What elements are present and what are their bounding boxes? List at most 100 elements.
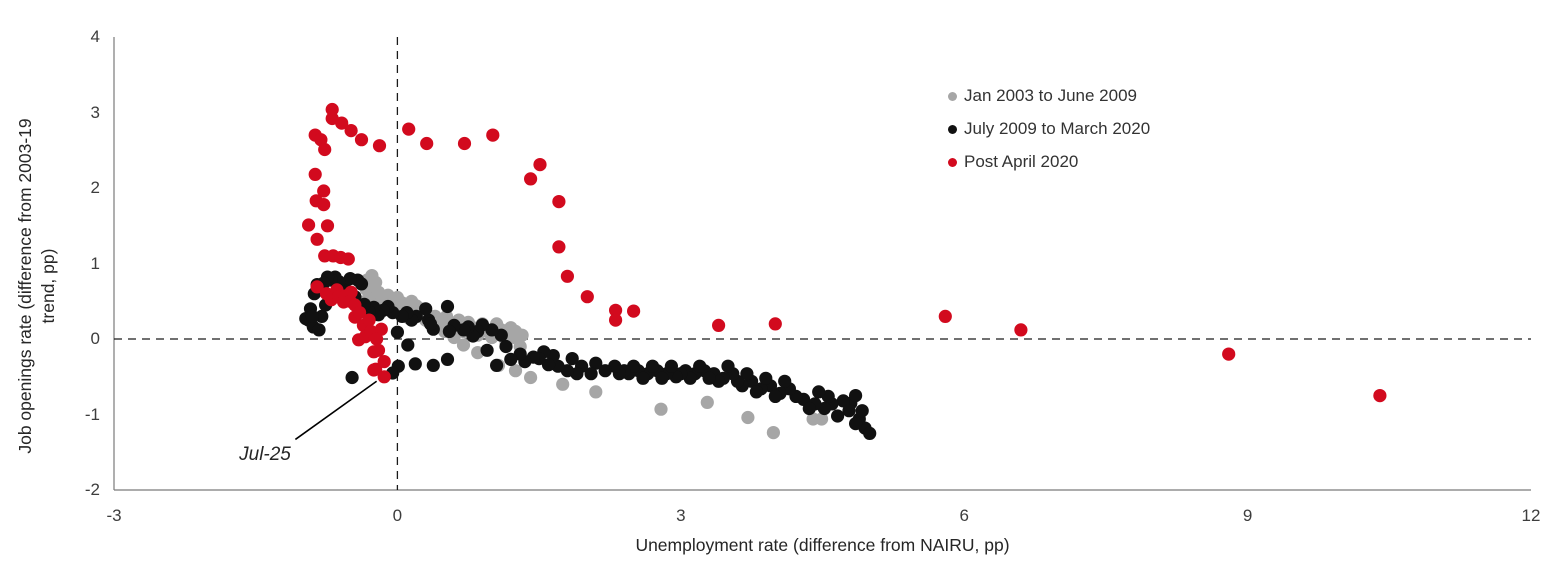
legend-item-black: July 2009 to March 2020 bbox=[948, 119, 1150, 139]
data-point-series-0 bbox=[456, 338, 471, 352]
data-point-series-1 bbox=[636, 371, 650, 385]
data-point-series-1 bbox=[504, 352, 518, 366]
data-point-series-2 bbox=[609, 303, 623, 317]
data-point-series-2 bbox=[402, 122, 416, 136]
data-point-series-1 bbox=[759, 371, 773, 385]
data-point-series-2 bbox=[310, 280, 324, 294]
legend-label-black: July 2009 to March 2020 bbox=[964, 119, 1151, 138]
data-point-series-2 bbox=[533, 158, 547, 172]
data-point-series-1 bbox=[768, 389, 782, 403]
data-point-series-1 bbox=[831, 409, 845, 423]
data-point-series-1 bbox=[836, 394, 850, 408]
x-tick-label: 9 bbox=[1242, 506, 1253, 525]
legend-dot-black-icon bbox=[948, 124, 957, 134]
data-point-series-1 bbox=[345, 370, 359, 385]
annotation-pointer-line bbox=[294, 380, 378, 441]
data-point-series-1 bbox=[778, 374, 792, 388]
data-point-series-1 bbox=[305, 309, 319, 323]
data-point-series-1 bbox=[802, 401, 816, 416]
data-point-series-2 bbox=[341, 252, 355, 266]
data-point-series-2 bbox=[367, 363, 381, 377]
data-point-series-2 bbox=[552, 240, 566, 254]
data-point-series-2 bbox=[1222, 347, 1236, 361]
data-point-series-1 bbox=[584, 367, 598, 381]
y-tick-label: 2 bbox=[90, 178, 100, 197]
x-tick-label: 12 bbox=[1521, 506, 1541, 525]
y-tick-label: 1 bbox=[90, 253, 100, 273]
data-point-series-2 bbox=[317, 184, 331, 198]
x-tick-label: 3 bbox=[676, 506, 686, 525]
data-point-series-2 bbox=[938, 309, 952, 323]
data-point-series-0 bbox=[815, 412, 829, 426]
data-point-series-1 bbox=[664, 359, 679, 373]
data-point-series-1 bbox=[855, 404, 869, 418]
data-point-series-1 bbox=[315, 309, 329, 323]
data-point-series-1 bbox=[408, 357, 422, 371]
data-point-series-2 bbox=[317, 198, 331, 212]
data-point-series-2 bbox=[325, 102, 339, 117]
y-tick-label: 3 bbox=[90, 102, 100, 122]
data-point-series-1 bbox=[312, 323, 326, 337]
legend-label-gray: Jan 2003 to June 2009 bbox=[964, 86, 1137, 105]
data-point-series-0 bbox=[589, 385, 603, 399]
data-point-series-1 bbox=[589, 356, 603, 370]
data-point-series-2 bbox=[486, 128, 500, 142]
data-point-series-2 bbox=[552, 195, 566, 209]
y-tick-label: -2 bbox=[84, 480, 100, 499]
x-tick-label: 0 bbox=[392, 506, 403, 525]
data-point-series-1 bbox=[655, 371, 669, 385]
legend-dot-red-icon bbox=[948, 157, 957, 167]
legend-item-gray: Jan 2003 to June 2009 bbox=[948, 86, 1150, 106]
data-point-series-2 bbox=[627, 304, 641, 318]
y-axis-label-line1: Job openings rate (difference from 2003-… bbox=[15, 118, 35, 454]
data-point-series-2 bbox=[377, 370, 391, 384]
data-point-series-2 bbox=[308, 167, 322, 181]
y-tick-label: -1 bbox=[84, 404, 100, 424]
data-point-series-0 bbox=[556, 377, 570, 391]
data-point-series-1 bbox=[565, 352, 579, 366]
data-point-series-0 bbox=[741, 410, 755, 425]
data-point-series-1 bbox=[541, 358, 556, 372]
data-point-series-1 bbox=[419, 302, 433, 316]
data-point-series-2 bbox=[370, 332, 384, 346]
data-point-series-2 bbox=[354, 133, 369, 147]
data-point-series-1 bbox=[598, 364, 612, 378]
data-point-series-0 bbox=[700, 395, 714, 409]
data-point-series-2 bbox=[580, 290, 594, 304]
data-point-series-0 bbox=[766, 426, 781, 440]
data-point-series-1 bbox=[480, 343, 494, 357]
data-point-series-2 bbox=[320, 219, 335, 233]
data-point-series-2 bbox=[377, 355, 391, 369]
data-point-series-0 bbox=[654, 402, 668, 416]
data-point-series-2 bbox=[1014, 323, 1028, 337]
data-point-series-1 bbox=[749, 385, 764, 399]
data-point-series-2 bbox=[560, 269, 575, 283]
data-point-series-1 bbox=[442, 324, 456, 338]
y-tick-label: 0 bbox=[90, 329, 100, 348]
data-point-series-2 bbox=[457, 136, 472, 151]
data-point-series-1 bbox=[849, 417, 863, 431]
data-point-series-1 bbox=[401, 338, 415, 352]
data-point-series-1 bbox=[721, 359, 735, 373]
data-point-series-1 bbox=[423, 317, 438, 331]
data-point-series-2 bbox=[371, 343, 386, 357]
data-point-series-1 bbox=[440, 352, 455, 366]
data-point-series-1 bbox=[863, 426, 877, 440]
annotation-jul-25: Jul-25 bbox=[239, 444, 291, 465]
data-point-series-0 bbox=[524, 370, 538, 385]
data-point-series-0 bbox=[508, 364, 523, 378]
legend-item-red: Post April 2020 bbox=[948, 152, 1150, 172]
legend: Jan 2003 to June 2009 July 2009 to March… bbox=[948, 86, 1150, 172]
data-point-series-2 bbox=[712, 318, 726, 332]
data-point-series-2 bbox=[318, 142, 332, 157]
data-point-series-2 bbox=[362, 313, 376, 327]
data-point-series-1 bbox=[499, 339, 513, 354]
data-point-series-1 bbox=[849, 389, 863, 403]
data-point-series-1 bbox=[490, 358, 504, 372]
data-point-series-1 bbox=[693, 359, 707, 373]
data-point-series-2 bbox=[372, 139, 387, 153]
data-point-series-2 bbox=[609, 313, 623, 327]
data-point-series-1 bbox=[740, 367, 754, 381]
